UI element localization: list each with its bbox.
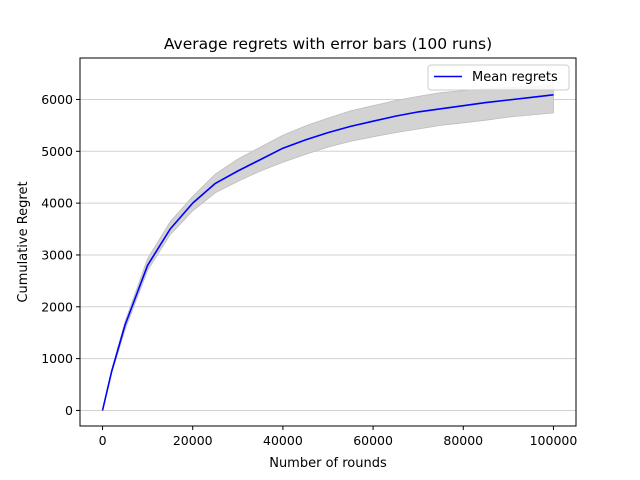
x-tick-label: 80000 — [443, 433, 483, 448]
y-tick-label: 5000 — [41, 144, 73, 159]
series-layer — [101, 94, 554, 411]
error-band — [102, 85, 554, 411]
y-tick-label: 4000 — [41, 196, 73, 211]
plot-area-frame — [79, 57, 577, 427]
x-axis-label: Number of rounds — [269, 456, 387, 471]
error-band-layer — [102, 85, 554, 411]
y-tick-label: 2000 — [41, 299, 73, 314]
series-line-mean-regrets — [101, 94, 554, 411]
x-axis: 0 20000 40000 60000 80000 100000 — [99, 426, 578, 448]
y-tick-label: 1000 — [41, 351, 73, 366]
x-tick-label: 60000 — [353, 433, 393, 448]
y-axis-label: Cumulative Regret — [16, 181, 31, 302]
x-tick-label: 0 — [99, 433, 107, 448]
y-tick-label: 0 — [65, 403, 73, 418]
x-tick-label: 20000 — [173, 433, 213, 448]
x-tick-label: 40000 — [263, 433, 303, 448]
chart-title: Average regrets with error bars (100 run… — [164, 35, 492, 53]
y-axis: 0 1000 2000 3000 4000 5000 6000 — [41, 92, 80, 418]
x-tick-label: 100000 — [530, 433, 578, 448]
y-tick-label: 3000 — [41, 247, 73, 262]
legend: Mean regrets — [427, 64, 570, 91]
legend-box — [427, 64, 570, 91]
legend-label-mean-regrets: Mean regrets — [472, 70, 558, 85]
y-tick-label: 6000 — [41, 92, 73, 107]
